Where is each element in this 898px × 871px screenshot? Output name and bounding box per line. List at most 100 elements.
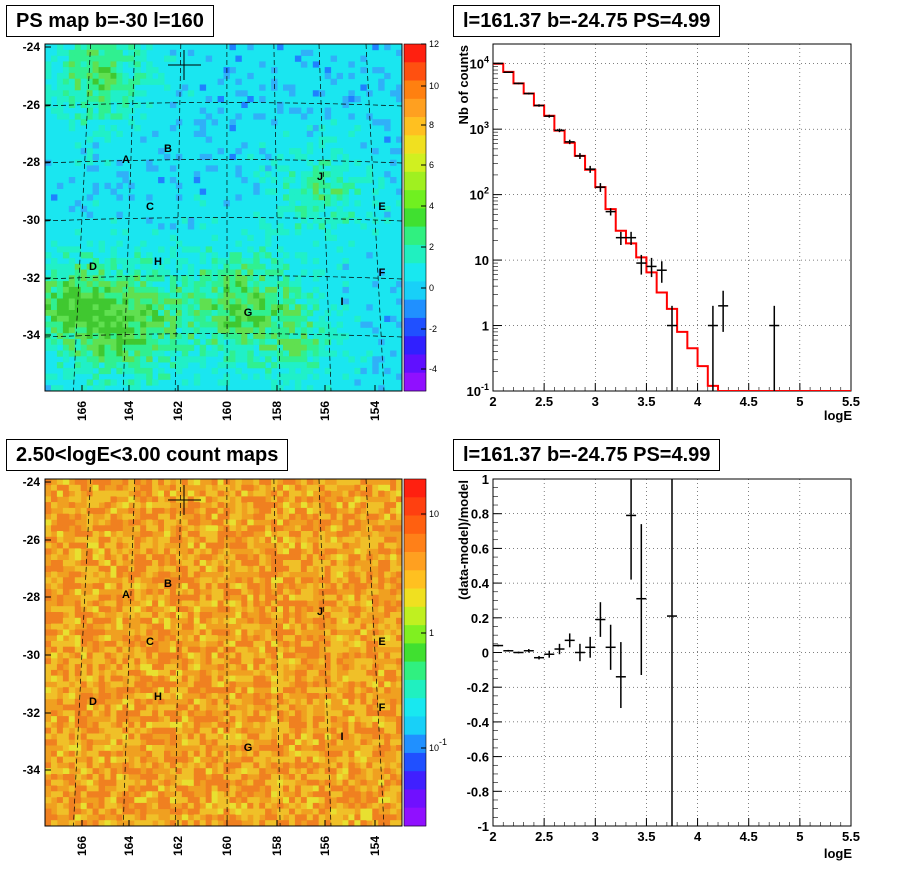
map-pixel bbox=[289, 107, 296, 114]
map-pixel bbox=[235, 739, 242, 746]
map-pixel bbox=[140, 496, 147, 503]
map-pixel bbox=[187, 600, 195, 607]
map-pixel bbox=[229, 808, 236, 815]
data-point bbox=[585, 165, 596, 173]
map-pixel bbox=[92, 785, 99, 792]
map-pixel bbox=[223, 779, 230, 786]
map-pixel bbox=[134, 739, 141, 746]
map-pixel bbox=[128, 675, 135, 682]
map-pixel bbox=[169, 577, 177, 584]
map-pixel bbox=[372, 560, 379, 567]
map-pixel bbox=[116, 646, 123, 653]
map-pixel bbox=[92, 113, 99, 120]
map-pixel bbox=[306, 710, 314, 717]
map-pixel bbox=[318, 165, 326, 172]
map-pixel bbox=[128, 55, 135, 62]
spectrum-title: l=161.37 b=-24.75 PS=4.99 bbox=[453, 5, 721, 37]
map-pixel bbox=[62, 286, 70, 294]
map-pixel bbox=[348, 710, 355, 717]
y-tick-label: 0.8 bbox=[471, 507, 489, 522]
map-pixel bbox=[312, 762, 320, 769]
map-pixel bbox=[122, 513, 129, 520]
map-pixel bbox=[253, 286, 260, 294]
map-pixel bbox=[223, 733, 230, 740]
map-pixel bbox=[205, 525, 213, 532]
map-pixel bbox=[324, 513, 332, 520]
map-pixel bbox=[217, 646, 224, 653]
map-pixel bbox=[366, 716, 373, 723]
map-pixel bbox=[98, 240, 105, 247]
map-pixel bbox=[199, 252, 207, 259]
map-pixel bbox=[384, 315, 391, 322]
map-pixel bbox=[92, 600, 99, 607]
map-pixel bbox=[110, 229, 117, 236]
data-point bbox=[636, 254, 647, 275]
map-pixel bbox=[116, 286, 123, 294]
map-pixel bbox=[199, 808, 207, 815]
map-pixel bbox=[140, 362, 147, 369]
map-pixel bbox=[229, 687, 236, 694]
map-pixel bbox=[98, 356, 105, 363]
map-pixel bbox=[324, 484, 332, 491]
map-pixel bbox=[140, 785, 147, 792]
map-pixel bbox=[372, 635, 379, 642]
map-pixel bbox=[92, 96, 99, 103]
map-pixel bbox=[134, 704, 141, 711]
map-pixel bbox=[336, 554, 343, 561]
map-pixel bbox=[235, 768, 242, 775]
map-pixel bbox=[318, 797, 326, 804]
map-pixel bbox=[289, 536, 296, 543]
map-pixel bbox=[384, 565, 391, 572]
map-pixel bbox=[235, 675, 242, 682]
map-pixel bbox=[247, 768, 254, 775]
map-pixel bbox=[122, 588, 129, 596]
map-pixel bbox=[116, 72, 123, 80]
map-pixel bbox=[241, 785, 248, 792]
map-pixel bbox=[104, 675, 111, 682]
map-pixel bbox=[348, 617, 355, 624]
map-pixel bbox=[80, 814, 88, 821]
map-pixel bbox=[104, 107, 111, 114]
map-pixel bbox=[354, 733, 361, 740]
map-pixel bbox=[283, 808, 290, 815]
map-pixel bbox=[217, 739, 224, 746]
map-pixel bbox=[56, 90, 64, 97]
map-pixel bbox=[235, 536, 242, 543]
colorbar-tick-label: 12 bbox=[429, 39, 439, 49]
map-pixel bbox=[134, 373, 141, 380]
map-pixel bbox=[217, 768, 224, 775]
map-pixel bbox=[247, 716, 254, 723]
map-pixel bbox=[223, 675, 230, 682]
map-pixel bbox=[134, 315, 141, 322]
map-pixel bbox=[56, 96, 64, 103]
map-pixel bbox=[98, 779, 105, 786]
map-pixel bbox=[384, 721, 391, 729]
map-pixel bbox=[187, 321, 195, 328]
map-pixel bbox=[384, 814, 391, 821]
map-pixel bbox=[360, 785, 367, 792]
map-pixel bbox=[146, 721, 153, 729]
map-pixel bbox=[354, 612, 361, 619]
map-pixel bbox=[390, 148, 397, 155]
map-pixel bbox=[187, 275, 195, 282]
map-pixel bbox=[366, 623, 373, 630]
map-pixel bbox=[306, 205, 314, 213]
map-pixel bbox=[396, 548, 402, 555]
map-pixel bbox=[68, 78, 76, 85]
y-tick-label: -24 bbox=[23, 40, 41, 54]
map-pixel bbox=[247, 286, 254, 294]
map-pixel bbox=[360, 646, 367, 653]
map-pixel bbox=[56, 542, 64, 549]
map-pixel bbox=[152, 721, 159, 729]
map-pixel bbox=[241, 646, 248, 653]
map-pixel bbox=[68, 623, 76, 630]
map-pixel bbox=[354, 588, 361, 596]
map-pixel bbox=[294, 315, 302, 322]
map-pixel bbox=[336, 263, 343, 270]
map-pixel bbox=[92, 687, 99, 694]
map-pixel bbox=[164, 315, 171, 322]
map-pixel bbox=[205, 246, 213, 253]
map-pixel bbox=[92, 327, 99, 334]
map-pixel bbox=[140, 779, 147, 786]
map-pixel bbox=[199, 321, 207, 328]
